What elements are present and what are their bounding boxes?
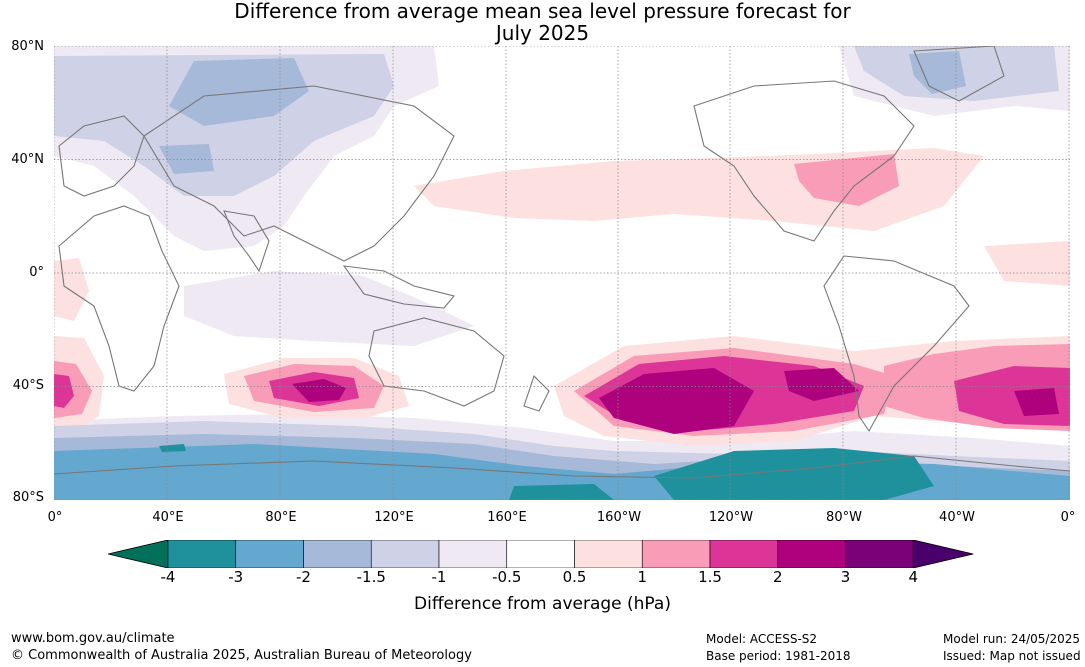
colorbar-bin — [235, 540, 304, 568]
footer-issued: Issued: Map not issued — [943, 649, 1081, 663]
colorbar-bin — [845, 540, 914, 568]
coastline-southeast-asia — [342, 265, 455, 309]
anomaly-region-antarctic-small — [509, 484, 614, 500]
coastline-greenland — [913, 46, 1005, 102]
anomaly-region-antarctic-core — [654, 448, 934, 500]
colorbar-extend-high — [912, 540, 974, 568]
coastline-africa — [58, 205, 180, 392]
map-title-line1: Difference from average mean sea level p… — [234, 0, 851, 23]
lon-label-160w: 160°W — [596, 510, 642, 525]
footer-base-period: Base period: 1981-2018 — [706, 649, 851, 663]
lon-label-0: 0° — [47, 510, 63, 525]
coastline-south-america — [823, 255, 970, 433]
colorbar — [108, 540, 974, 568]
colorbar-tick-label: 1.5 — [698, 568, 722, 586]
graticule — [54, 46, 1070, 500]
lon-label-80e: 80°E — [265, 510, 297, 525]
map-title-line2: July 2025 — [495, 21, 590, 45]
lat-label-40n: 40°N — [11, 152, 44, 167]
colorbar-bin — [370, 540, 440, 568]
colorbar-tick-label: -4 — [160, 568, 176, 586]
anomaly-region-south-pacific-east — [784, 368, 859, 401]
lon-label-80w: 80°W — [826, 510, 862, 525]
colorbar-extend-low — [108, 540, 169, 568]
colorbar-bin — [167, 540, 237, 568]
colorbar-tick-label: -1.5 — [356, 568, 386, 586]
anomaly-region-south-atlantic-core — [54, 374, 74, 408]
lon-label-40e: 40°E — [152, 510, 184, 525]
colorbar-bin — [777, 540, 846, 568]
anomaly-region-siberia — [169, 58, 309, 126]
lat-label-80n: 80°N — [11, 39, 44, 54]
lat-label-80s: 80°S — [12, 490, 44, 505]
coastline-asia — [143, 85, 455, 262]
colorbar-tick-label: 0.5 — [562, 568, 587, 586]
colorbar-bin — [303, 540, 372, 568]
footer-site: www.bom.gov.au/climate — [11, 631, 175, 646]
lon-label-40w: 40°W — [939, 510, 975, 525]
footer-model: Model: ACCESS-S2 — [706, 632, 818, 646]
colorbar-bin — [709, 540, 779, 568]
anomaly-region-central-asia — [159, 144, 214, 174]
colorbar-tick-label: 4 — [908, 568, 919, 586]
lat-label-40s: 40°S — [12, 378, 44, 393]
lon-label-120e: 120°E — [374, 510, 414, 525]
colorbar-tick-label: 3 — [840, 568, 851, 586]
footer-copyright: © Commonwealth of Australia 2025, Austra… — [11, 648, 472, 663]
colorbar-tick-label: 2 — [772, 568, 783, 586]
colorbar-bin — [574, 540, 643, 568]
colorbar-tick-label: -1 — [431, 568, 447, 586]
coastline-india — [223, 210, 270, 273]
anomaly-region-north-america — [794, 154, 899, 206]
anomaly-region-indian-ocean — [184, 271, 474, 346]
anomaly-region-south-atlantic-east-peak — [1014, 388, 1059, 416]
coastline-europe — [58, 115, 145, 197]
anomaly-region-atlantic-east — [984, 241, 1070, 286]
anomaly-region-greenland-core — [909, 51, 966, 94]
footer-model-run: Model run: 24/05/2025 — [943, 632, 1081, 646]
pressure-anomaly-map — [54, 46, 1070, 500]
colorbar-segments — [108, 540, 974, 568]
anomaly-region-south-indian-peak — [292, 379, 346, 402]
colorbar-tick-label: -3 — [228, 568, 244, 586]
anomaly-region-indian-small — [159, 444, 186, 452]
lon-label-120w: 120°W — [708, 510, 754, 525]
lon-label-0-east: 0° — [1060, 510, 1076, 525]
coastline-antarctica — [54, 455, 1070, 479]
anomaly-region-south-pacific-peak — [599, 368, 754, 434]
colorbar-tick-label: -0.5 — [492, 568, 522, 586]
coastline-australia — [368, 317, 505, 407]
colorbar-bin — [506, 540, 575, 568]
lat-label-0: 0° — [29, 265, 44, 280]
coastline-new-zealand — [523, 374, 550, 412]
colorbar-bin — [641, 540, 711, 568]
colorbar-label: Difference from average (hPa) — [414, 594, 671, 614]
colorbar-tick-label: 1 — [637, 568, 648, 586]
colorbar-tick-label: -2 — [296, 568, 311, 586]
lon-label-160e: 160°E — [487, 510, 527, 525]
colorbar-bin — [438, 540, 508, 568]
coastlines — [54, 46, 1070, 479]
anomaly-region-eurasia — [54, 54, 394, 196]
coastline-north-america — [693, 80, 915, 242]
